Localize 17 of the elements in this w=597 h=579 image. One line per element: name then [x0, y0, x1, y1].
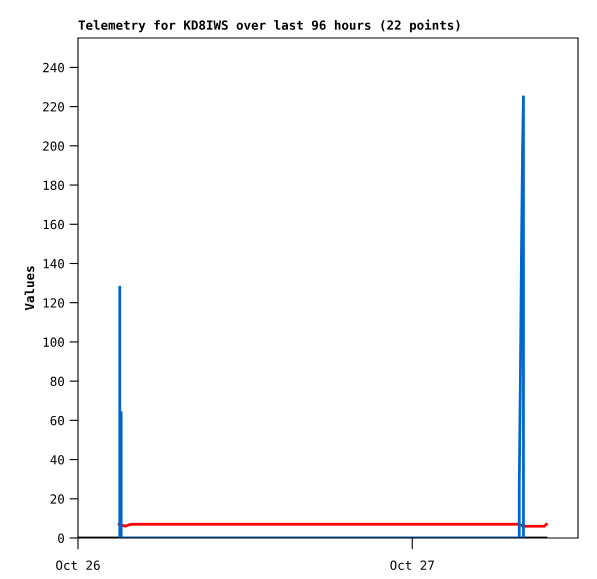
y-tick-label: 140: [44, 258, 64, 268]
y-tick-label: 160: [44, 220, 64, 230]
y-tick-label: 0: [58, 534, 64, 543]
x-tick-label: Oct 27: [390, 560, 434, 570]
x-tick-label: Oct 26: [56, 560, 100, 570]
y-tick-label: 200: [43, 141, 64, 151]
y-axis-title: Values: [24, 266, 34, 310]
y-tick-label: 220: [43, 102, 64, 112]
y-tick-label: 80: [50, 376, 64, 386]
y-tick-label: 100: [44, 337, 64, 347]
chart-title: Telemetry for KD8IWS over last 96 hours (22 points): [78, 20, 460, 32]
y-tick-label: 120: [44, 298, 64, 308]
y-tick-label: 180: [44, 180, 64, 190]
y-tick-label: 240: [43, 62, 64, 72]
y-tick-label: 40: [50, 455, 64, 465]
y-tick-label: 60: [50, 416, 64, 426]
y-tick-label: 20: [50, 494, 64, 504]
